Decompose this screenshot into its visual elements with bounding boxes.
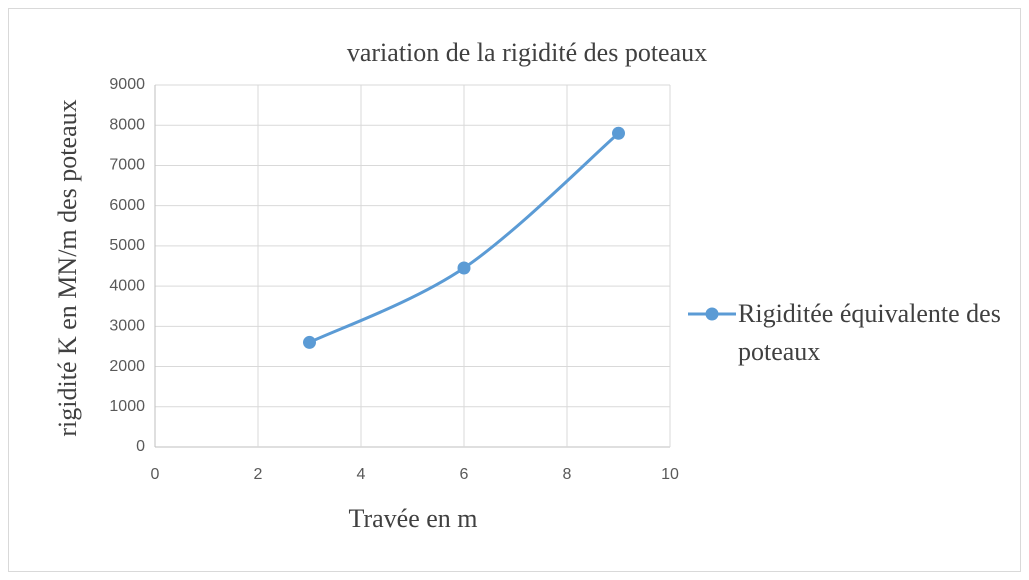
legend: Rigiditée équivalente des poteaux bbox=[688, 298, 1018, 371]
data-point bbox=[303, 335, 316, 349]
x-tick-label: 8 bbox=[563, 466, 572, 483]
y-tick-label: 0 bbox=[136, 438, 145, 455]
y-tick-label: 2000 bbox=[109, 358, 145, 375]
y-tick-label: 9000 bbox=[109, 76, 145, 93]
x-tick-label: 4 bbox=[357, 466, 366, 483]
x-tick-label: 2 bbox=[254, 466, 263, 483]
y-tick-label: 4000 bbox=[109, 277, 145, 294]
chart-border bbox=[8, 8, 1021, 572]
legend-symbol bbox=[688, 307, 736, 321]
x-tick-label: 10 bbox=[661, 466, 679, 483]
y-tick-label: 3000 bbox=[109, 318, 145, 335]
data-point bbox=[612, 126, 625, 140]
y-tick-label: 5000 bbox=[109, 237, 145, 254]
data-point bbox=[457, 261, 471, 275]
x-tick-label: 0 bbox=[151, 466, 160, 483]
chart-title: variation de la rigidité des poteaux bbox=[347, 38, 707, 67]
y-tick-label: 8000 bbox=[109, 116, 145, 133]
y-tick-label: 1000 bbox=[109, 398, 145, 415]
y-axis-label: rigidité K en MN/m des poteaux bbox=[53, 99, 82, 436]
legend-marker bbox=[705, 307, 719, 321]
y-tick-label: 7000 bbox=[109, 157, 145, 174]
x-tick-label: 6 bbox=[460, 466, 469, 483]
x-axis-label: Travée en m bbox=[348, 504, 477, 533]
legend-label: Rigiditée équivalente des poteaux bbox=[738, 299, 1001, 366]
y-tick-label: 6000 bbox=[109, 197, 145, 214]
